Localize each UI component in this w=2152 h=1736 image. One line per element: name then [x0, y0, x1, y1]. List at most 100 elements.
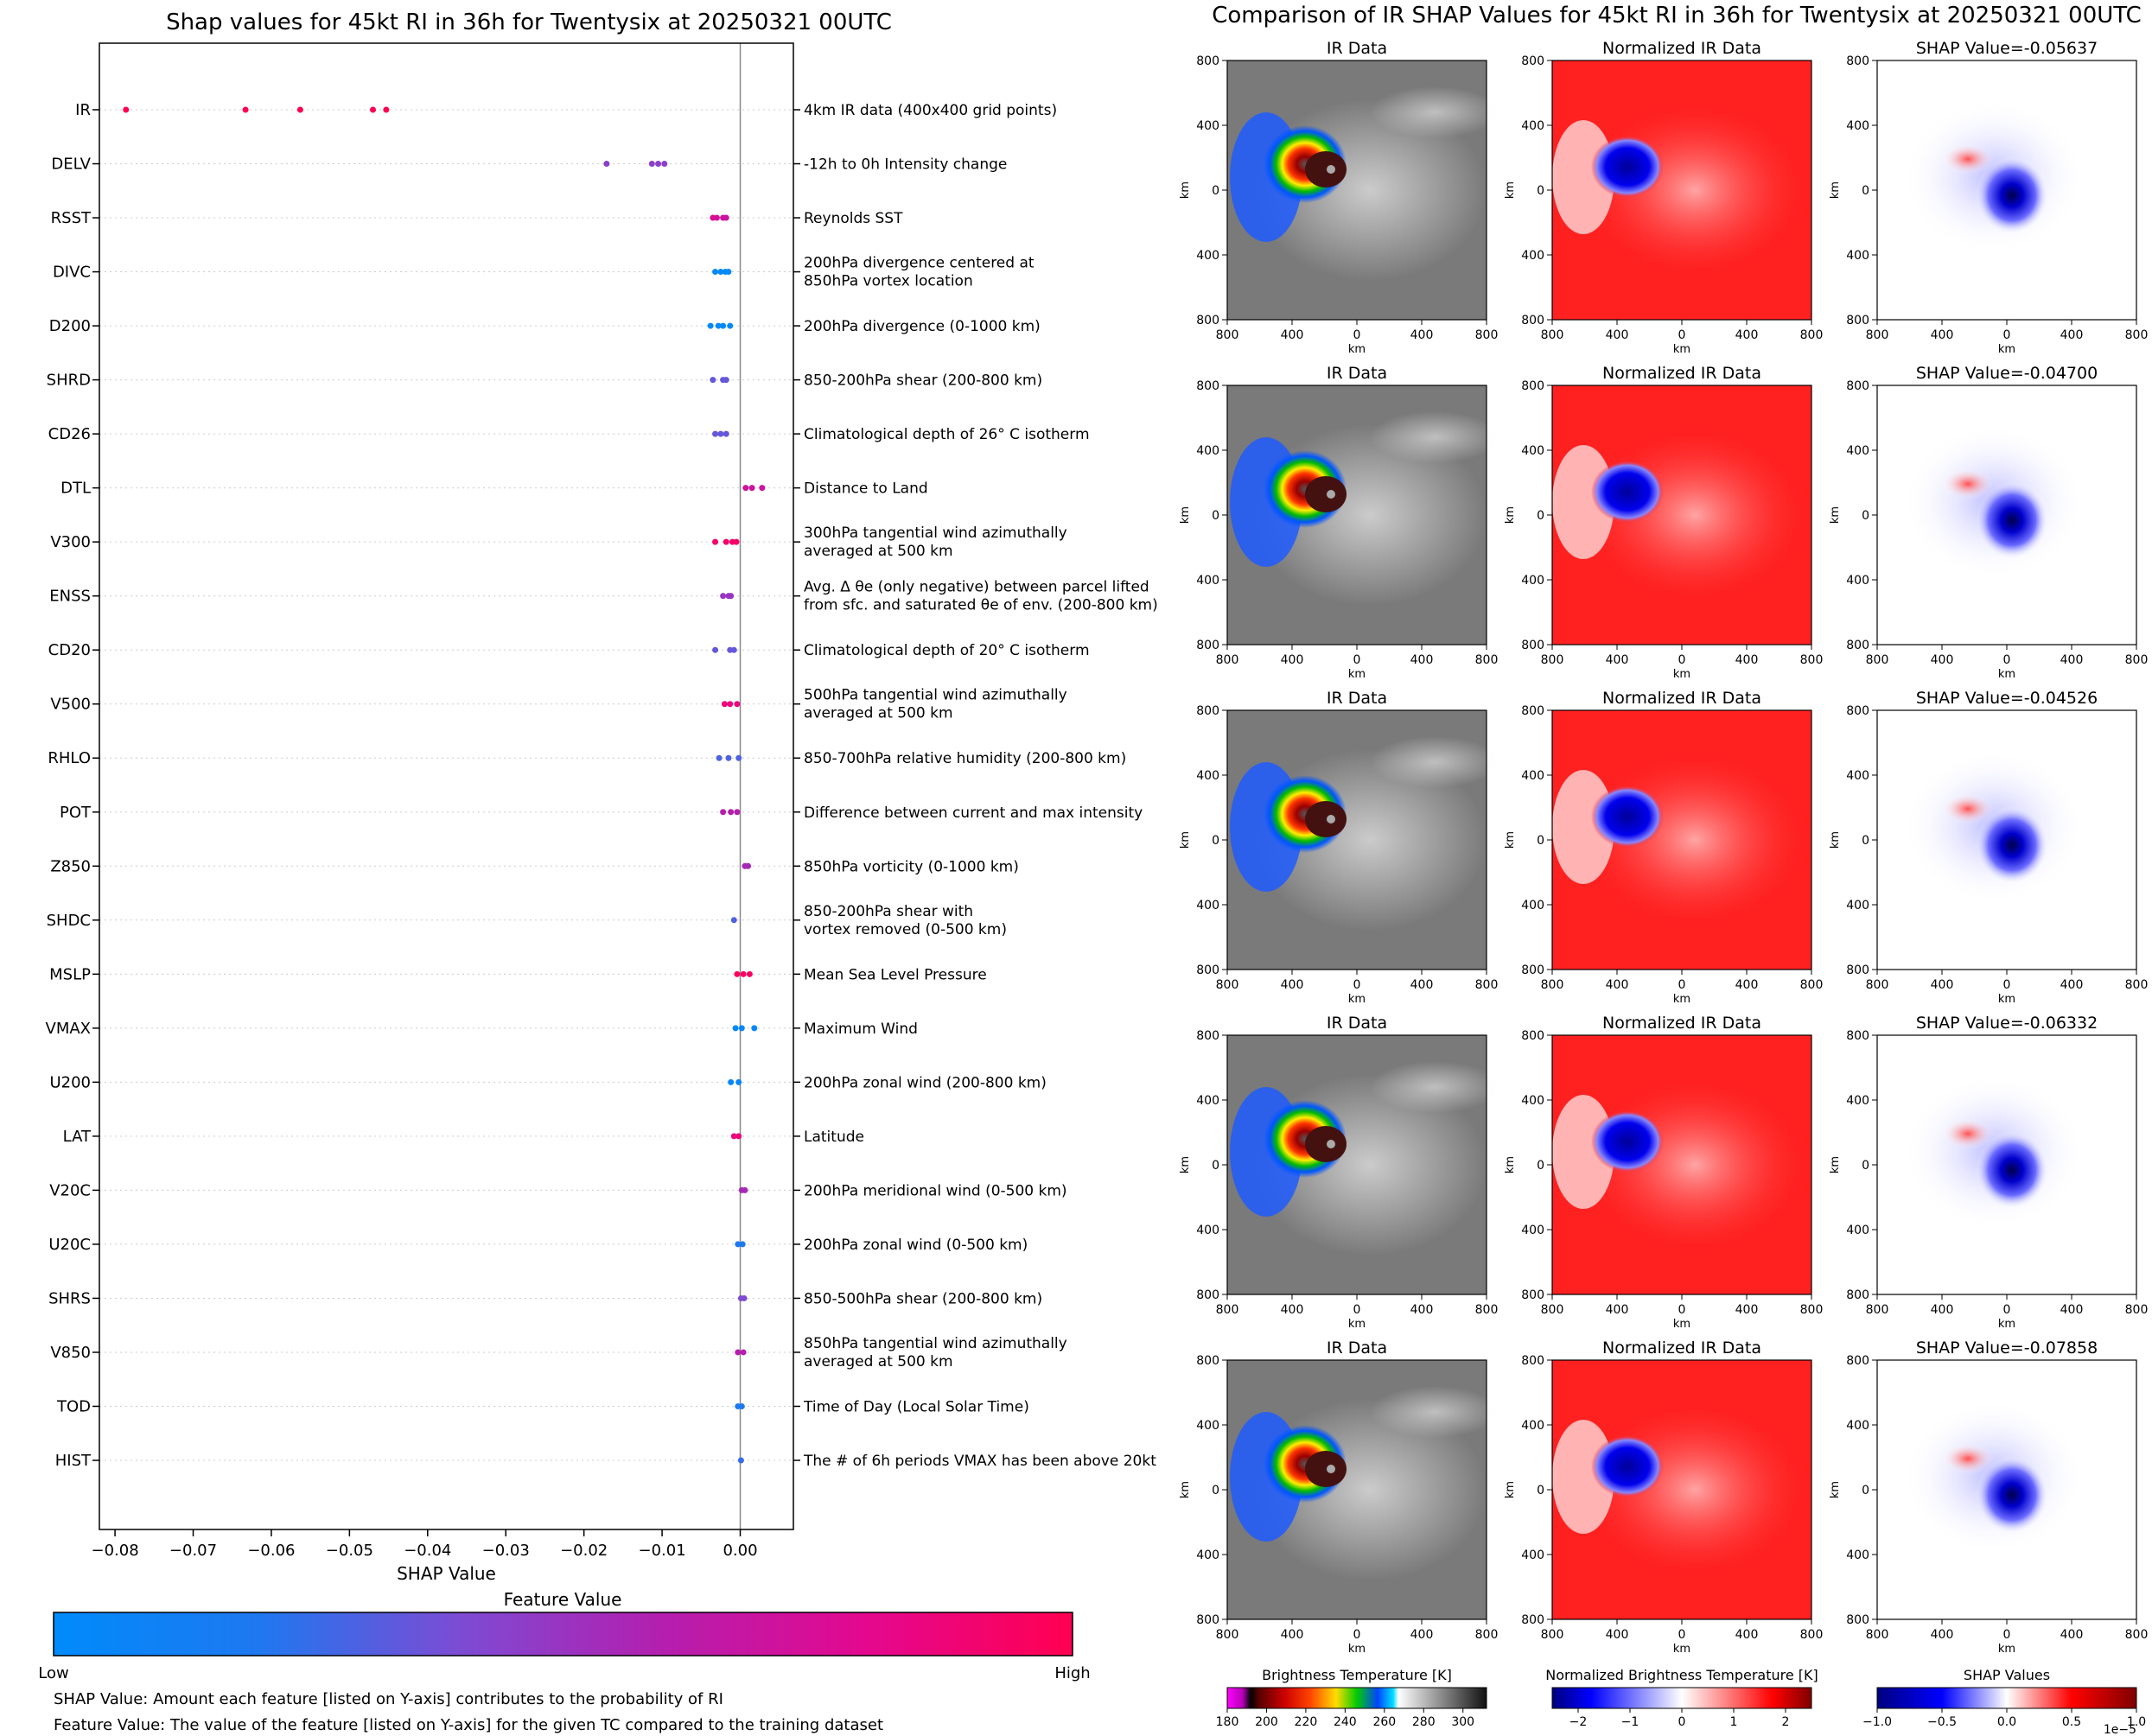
panel-x-tick-label: 0 — [1353, 653, 1361, 667]
shap-summary-plot: −0.08 −0.07 −0.06 −0.05 −0.04 −0.03 −0.02 −0.01… — [46, 42, 1158, 1584]
shap-point — [123, 106, 130, 113]
panel-y-tick-label: 400 — [1521, 574, 1544, 588]
panel-x-tick-label: 800 — [1866, 978, 1889, 992]
panel-x-tick-label: 400 — [1735, 978, 1759, 992]
ir-storm-center — [1305, 1126, 1347, 1162]
panel-x-axis-label: km — [1348, 1318, 1366, 1331]
feature-name-label: HIST — [55, 1452, 92, 1470]
shap-colorbar-label: SHAP Values — [1964, 1667, 2050, 1683]
panel-y-tick-label: 0 — [1212, 509, 1219, 523]
panel-x-tick-label: 800 — [1541, 653, 1564, 667]
ir-storm-center — [1305, 476, 1347, 512]
shap-negative-core — [1976, 1456, 2048, 1534]
feature-description-label: 850-200hPa shear with — [804, 903, 973, 920]
panel-x-tick-label: 400 — [1410, 653, 1434, 667]
panel-y-tick-label: 800 — [1196, 1613, 1219, 1627]
feature-name-label: IR — [75, 101, 91, 119]
panel-x-tick-label: 800 — [2125, 328, 2149, 342]
norm-colorbar-label: Normalized Brightness Temperature [K] — [1545, 1667, 1818, 1683]
panel-x-tick-label: 800 — [1866, 1628, 1889, 1642]
shap-point — [723, 538, 729, 545]
shap-point — [707, 322, 714, 329]
panel-y-axis-label: km — [1829, 831, 1842, 849]
norm-storm-core — [1591, 1435, 1664, 1498]
panel-x-axis-label: km — [1348, 343, 1366, 356]
colorbar-tick-label: 1 — [1730, 1715, 1738, 1729]
feature-name-label: DELV — [51, 156, 91, 174]
feature-description-label: averaged at 500 km — [804, 543, 953, 560]
shap-point — [734, 809, 741, 816]
feature-name-label: ENSS — [49, 588, 91, 606]
shap-point — [713, 214, 720, 221]
shap-point — [728, 1078, 735, 1085]
shap-point — [655, 161, 662, 168]
panel-y-tick-label: 400 — [1196, 769, 1219, 783]
shap-point — [735, 754, 742, 761]
shap-point — [723, 214, 729, 221]
feature-description-label: 200hPa zonal wind (200-800 km) — [804, 1074, 1047, 1091]
panel-x-tick-label: 400 — [1606, 1628, 1629, 1642]
panel-y-tick-label: 0 — [1862, 184, 1869, 198]
feature-description-label: Time of Day (Local Solar Time) — [803, 1398, 1029, 1415]
shap-positive-region — [1942, 1118, 1994, 1149]
panel-x-tick-label: 400 — [2060, 328, 2084, 342]
panel-y-tick-label: 800 — [1521, 379, 1544, 393]
panel-x-tick-label: 800 — [2125, 978, 2149, 992]
feature-description-label: Difference between current and max inten… — [804, 804, 1143, 822]
shap-point — [661, 161, 668, 168]
panel-x-axis-label: km — [1673, 343, 1690, 356]
panel-x-tick-label: 400 — [1931, 1628, 1954, 1642]
shap-point — [712, 646, 719, 653]
panel-y-tick-label: 800 — [1521, 1029, 1544, 1043]
panel-x-tick-label: 400 — [1931, 328, 1954, 342]
panel-x-axis-label: km — [1673, 1318, 1690, 1331]
panel-y-tick-label: 800 — [1196, 1288, 1219, 1302]
shap-positive-region — [1942, 143, 1994, 175]
panel-x-tick-label: 0 — [1678, 328, 1686, 342]
shap-point — [720, 322, 727, 329]
feature-description-label: Maximum Wind — [804, 1021, 918, 1038]
panel-y-tick-label: 400 — [1521, 249, 1544, 263]
panel-title: Normalized IR Data — [1602, 689, 1761, 708]
panel-x-axis-label: km — [1998, 1643, 2015, 1656]
panel-x-tick-label: 400 — [1606, 328, 1629, 342]
panel-x-tick-label: 400 — [1735, 328, 1759, 342]
feature-name-label: U200 — [49, 1073, 91, 1091]
panel-x-tick-label: 400 — [1735, 1303, 1759, 1317]
ir-storm-center — [1305, 1451, 1347, 1487]
panel-x-tick-label: 0 — [1678, 978, 1686, 992]
feature-name-label: V300 — [50, 533, 91, 551]
shap-point — [740, 1349, 747, 1356]
panel-x-tick-label: 800 — [1216, 1303, 1239, 1317]
panel-x-tick-label: 800 — [1800, 328, 1824, 342]
panel-x-tick-label: 400 — [2060, 1303, 2084, 1317]
panel-x-tick-label: 400 — [1281, 1303, 1304, 1317]
panel-x-tick-label: 800 — [1800, 1303, 1824, 1317]
colorbar-tick-label: 0.5 — [2062, 1715, 2081, 1729]
feature-description-label: 200hPa zonal wind (0-500 km) — [804, 1237, 1028, 1254]
x-tick-label: −0.02 — [560, 1542, 608, 1560]
shap-point — [728, 809, 735, 816]
panel-y-tick-label: 800 — [1196, 54, 1219, 68]
feature-description-label: Climatological depth of 26° C isotherm — [804, 426, 1090, 443]
norm-storm-core — [1591, 461, 1664, 523]
shap-point — [712, 269, 719, 276]
colorbar-tick-label: 1.0 — [2127, 1715, 2146, 1729]
panel-y-tick-label: 800 — [1846, 963, 1869, 977]
panel-y-tick-label: 400 — [1521, 899, 1544, 913]
panel-x-tick-label: 800 — [1475, 1628, 1499, 1642]
shap-point — [740, 970, 747, 977]
panel-y-tick-label: 800 — [1846, 379, 1869, 393]
panel-x-tick-label: 800 — [1216, 1628, 1239, 1642]
panel-x-tick-label: 400 — [1931, 978, 1954, 992]
panel-y-tick-label: 400 — [1521, 444, 1544, 458]
shap-point — [733, 538, 740, 545]
norm-colorbar — [1551, 1687, 1812, 1709]
panel-y-axis-label: km — [1829, 1156, 1842, 1173]
shap-point — [738, 1402, 745, 1409]
panel-x-tick-label: 0 — [1353, 328, 1361, 342]
shap-point — [715, 322, 722, 329]
panel-y-tick-label: 800 — [1521, 314, 1544, 327]
feature-name-label: SHRS — [48, 1289, 91, 1307]
panel-y-axis-label: km — [1829, 1481, 1842, 1498]
